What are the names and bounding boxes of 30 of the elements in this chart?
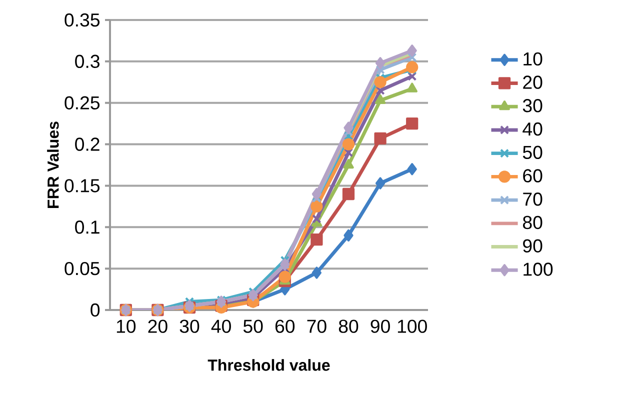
y-tick-label: 0.1 [75,220,100,234]
legend-label: 90 [523,239,542,252]
x-tick-label: 90 [370,320,390,333]
x-tick-label: 80 [338,320,358,333]
x-tick-label: 30 [180,320,200,333]
legend-label: 100 [524,262,553,276]
x-axis-title: Threshold value [208,359,330,371]
y-axis-title: FRR Values [47,122,59,208]
x-tick-label: 70 [307,320,326,333]
legend-label: 50 [522,146,542,160]
y-tick-label: 0.05 [64,262,100,276]
x-tick-label: 20 [148,320,168,333]
y-tick-label: 0 [90,303,100,317]
legend-label: 20 [523,76,542,89]
y-tick-label: 0.3 [75,54,100,68]
x-tick-label: 100 [398,320,427,333]
legend-label: 80 [523,216,542,230]
x-tick-label: 60 [275,320,295,333]
y-tick-label: 0.35 [64,13,100,27]
legend-label: 30 [522,99,542,112]
y-tick-label: 0.2 [75,138,100,151]
legend-label: 60 [523,169,542,182]
x-tick-label: 40 [211,320,231,333]
legend-label: 70 [523,192,542,206]
x-tick-label: 10 [116,320,136,333]
legend-label: 10 [524,52,542,66]
x-tick-label: 50 [243,320,263,333]
y-tick-label: 0.25 [64,96,100,110]
y-tick-label: 0.15 [64,179,100,192]
legend-label: 40 [522,122,542,136]
